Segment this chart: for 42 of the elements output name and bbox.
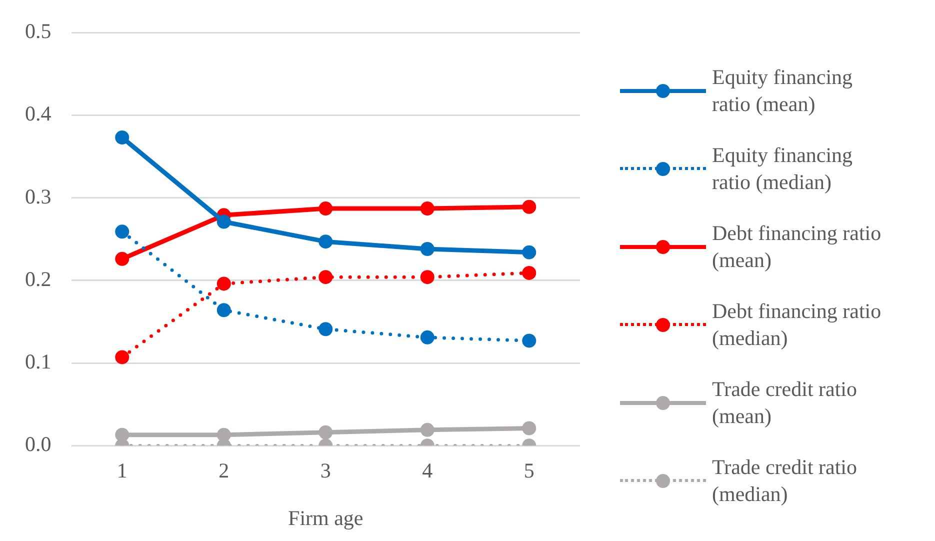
legend-label: Debt financing ratio (mean) bbox=[712, 220, 882, 274]
point bbox=[318, 322, 333, 336]
legend-label: Trade credit ratio (mean) bbox=[712, 376, 858, 430]
point bbox=[318, 234, 333, 249]
point bbox=[522, 200, 536, 214]
legend-label: Debt financing ratio (median) bbox=[712, 298, 882, 352]
y-tick-label: 0.3 bbox=[25, 184, 52, 208]
point bbox=[318, 425, 333, 440]
point bbox=[420, 242, 434, 256]
point bbox=[318, 202, 333, 216]
x-tick-label: 1 bbox=[116, 458, 128, 483]
point bbox=[115, 350, 130, 364]
point bbox=[216, 214, 231, 229]
point bbox=[420, 270, 434, 284]
point bbox=[522, 266, 536, 280]
point bbox=[420, 422, 434, 437]
point bbox=[318, 270, 333, 284]
point bbox=[216, 276, 231, 291]
point bbox=[216, 303, 231, 318]
x-tick-label: 5 bbox=[524, 458, 534, 483]
point bbox=[522, 334, 536, 348]
legend-label: Equity financing ratio (mean) bbox=[712, 64, 854, 118]
x-tick-label: 3 bbox=[320, 458, 331, 483]
legend-label: Equity financing ratio (median) bbox=[712, 142, 854, 196]
y-tick-label: 0.2 bbox=[25, 266, 52, 291]
point bbox=[115, 252, 130, 266]
x-axis-title: Firm age bbox=[288, 506, 364, 530]
y-tick-label: 0.0 bbox=[25, 432, 52, 456]
y-tick-label: 0.4 bbox=[25, 102, 52, 126]
x-tick-label: 4 bbox=[422, 458, 434, 483]
point bbox=[216, 428, 231, 442]
legend-label: Trade credit ratio (median) bbox=[712, 454, 858, 508]
x-tick-label: 2 bbox=[218, 458, 230, 483]
point bbox=[522, 421, 536, 436]
point bbox=[115, 428, 130, 442]
y-tick-label: 0.5 bbox=[25, 19, 52, 44]
point bbox=[522, 245, 536, 260]
y-tick-label: 0.1 bbox=[25, 350, 52, 374]
point bbox=[115, 224, 130, 239]
point bbox=[420, 202, 434, 216]
point bbox=[115, 130, 130, 144]
point bbox=[420, 330, 434, 344]
